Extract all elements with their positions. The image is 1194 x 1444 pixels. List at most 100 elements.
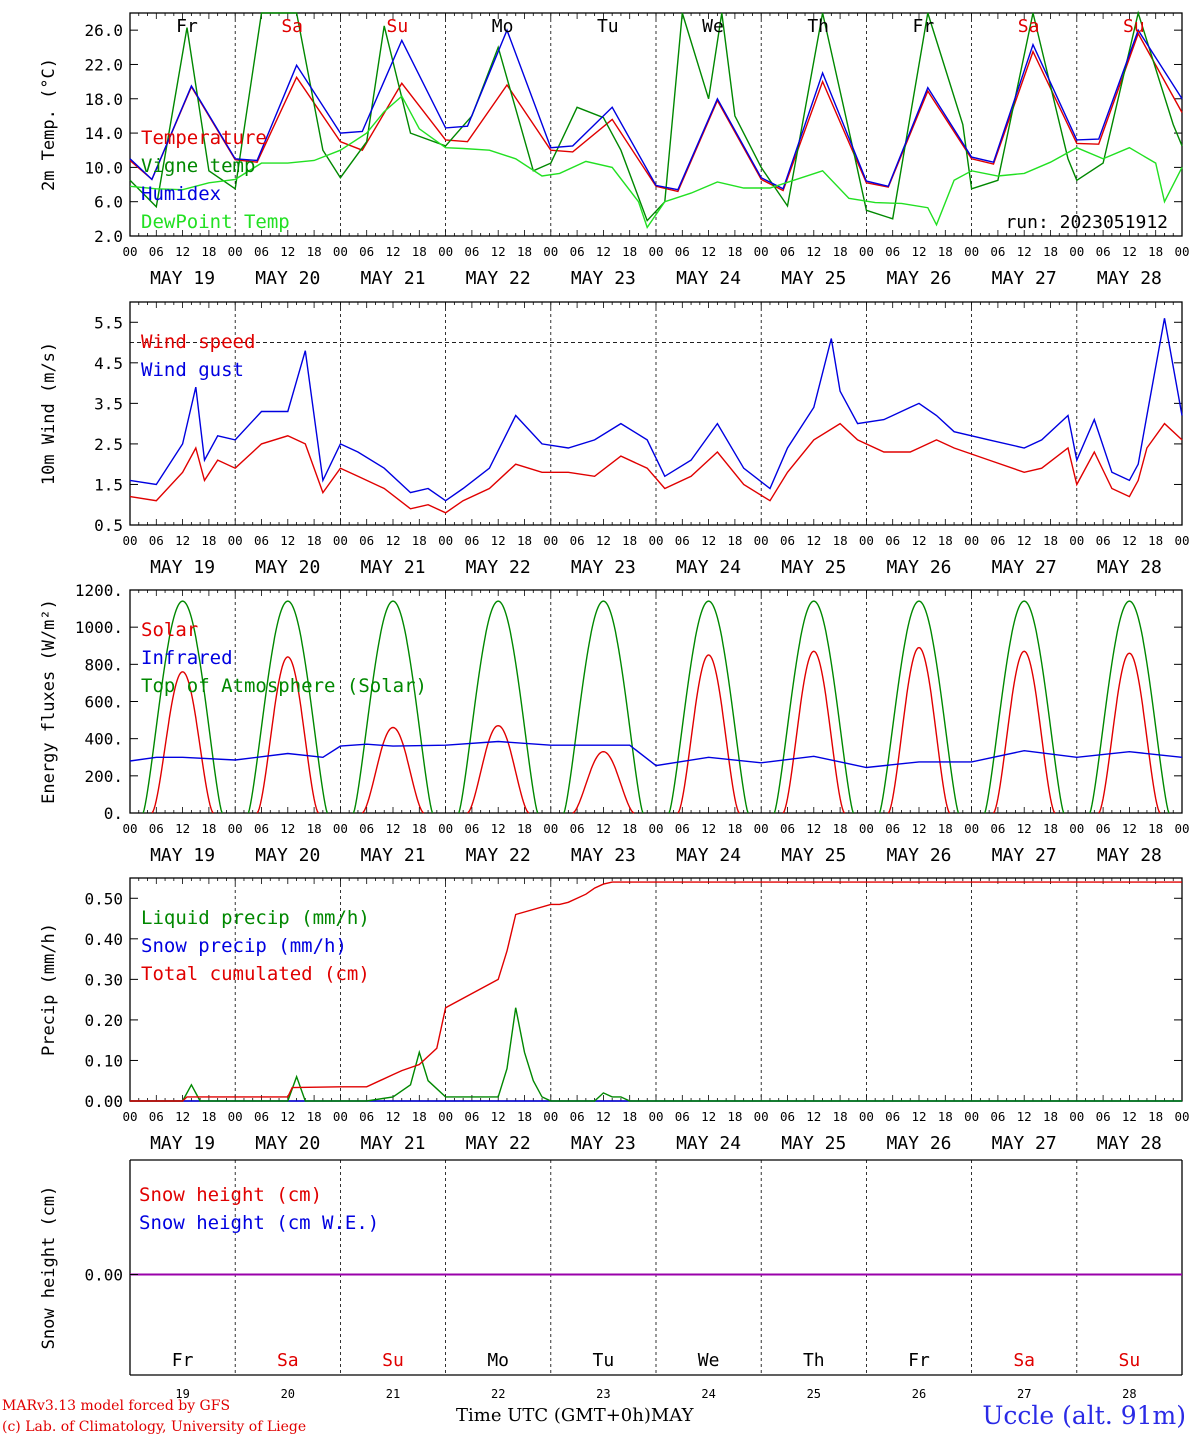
legend-total-cumulated-cm: Total cumulated (cm) xyxy=(141,963,370,985)
hour-tick-label: 06 xyxy=(570,821,585,836)
hour-tick-label: 12 xyxy=(596,821,611,836)
hour-tick-label: 12 xyxy=(280,1109,295,1124)
day-number: 24 xyxy=(701,1387,715,1401)
day-number: 19 xyxy=(175,1387,189,1401)
hour-tick-label: 00 xyxy=(754,1109,769,1124)
series-temperature xyxy=(129,31,1183,193)
toa-solar-arc xyxy=(1089,600,1170,814)
time-axis-title: Time UTC (GMT+0h) xyxy=(456,1405,651,1426)
y-tick-label: 600. xyxy=(84,693,123,712)
hour-tick-label: 06 xyxy=(254,821,269,836)
hour-tick-label: 12 xyxy=(1122,533,1137,548)
hour-tick-label: 12 xyxy=(1017,1109,1032,1124)
hour-tick-label: 12 xyxy=(491,533,506,548)
hour-tick-label: 00 xyxy=(964,821,979,836)
hour-tick-label: 00 xyxy=(1069,1109,1084,1124)
day-name: Fr xyxy=(172,1350,194,1371)
date-label: MAY 22 xyxy=(466,557,531,578)
hour-tick-label: 00 xyxy=(648,1109,663,1124)
solar-arc xyxy=(467,724,530,814)
y-tick-label: 400. xyxy=(84,730,123,749)
hour-tick-label: 12 xyxy=(911,1109,926,1124)
hour-tick-label: 00 xyxy=(438,244,453,259)
day-number: 25 xyxy=(807,1387,821,1401)
credit-line-1: MARv3.13 model forced by GFS xyxy=(2,1398,231,1414)
day-name: Tu xyxy=(593,1350,615,1371)
hour-tick-label: 00 xyxy=(543,1109,558,1124)
hour-tick-label: 12 xyxy=(175,533,190,548)
toa-solar-arc xyxy=(142,600,223,814)
hour-tick-label: 18 xyxy=(938,533,953,548)
y-tick-label: 0.5 xyxy=(94,516,123,535)
hour-tick-label: 12 xyxy=(596,1109,611,1124)
toa-solar-arc xyxy=(563,600,644,814)
hour-tick-label: 00 xyxy=(859,821,874,836)
hour-tick-label: 12 xyxy=(701,821,716,836)
solar-arc xyxy=(992,650,1056,814)
hour-tick-label: 00 xyxy=(1069,821,1084,836)
date-label: MAY 25 xyxy=(781,268,846,289)
hour-tick-label: 06 xyxy=(570,533,585,548)
hour-tick-label: 18 xyxy=(412,821,427,836)
hour-tick-label: 00 xyxy=(1069,244,1084,259)
y-tick-label: 1200. xyxy=(75,581,123,600)
legend-snow-height-cm: Snow height (cm) xyxy=(139,1184,322,1206)
run-label: run: 2023051912 xyxy=(1005,212,1168,233)
toa-solar-arc xyxy=(878,600,960,814)
date-label: MAY 19 xyxy=(150,1133,215,1154)
hour-tick-label: 06 xyxy=(885,1109,900,1124)
day-name: Su xyxy=(1123,16,1145,37)
toa-solar-arc xyxy=(352,600,434,814)
hour-tick-label: 06 xyxy=(149,244,164,259)
hour-tick-label: 06 xyxy=(254,1109,269,1124)
hour-tick-label: 18 xyxy=(517,1109,532,1124)
hour-tick-label: 06 xyxy=(990,533,1005,548)
hour-tick-label: 06 xyxy=(780,1109,795,1124)
solar-arc xyxy=(151,671,214,814)
solar-arc xyxy=(1098,652,1161,814)
day-number: 28 xyxy=(1122,1387,1136,1401)
hour-tick-label: 12 xyxy=(1017,244,1032,259)
hour-tick-label: 18 xyxy=(622,244,637,259)
date-label: MAY 19 xyxy=(150,845,215,866)
y-tick-label: 0.20 xyxy=(84,1011,123,1030)
hour-tick-label: 18 xyxy=(1043,533,1058,548)
date-label: MAY 21 xyxy=(360,1133,425,1154)
hour-tick-label: 12 xyxy=(1122,244,1137,259)
hour-tick-label: 18 xyxy=(1148,821,1163,836)
hour-tick-label: 18 xyxy=(517,533,532,548)
hour-tick-label: 00 xyxy=(859,1109,874,1124)
hour-tick-label: 18 xyxy=(412,533,427,548)
hour-tick-label: 12 xyxy=(385,244,400,259)
hour-tick-label: 06 xyxy=(1096,821,1111,836)
series-wind-gust xyxy=(129,318,1183,502)
hour-tick-label: 06 xyxy=(675,821,690,836)
day-name: Th xyxy=(803,1350,825,1371)
station-label: Uccle (alt. 91m) xyxy=(982,1401,1186,1430)
hour-tick-label: 18 xyxy=(727,821,742,836)
legend-infrared: Infrared xyxy=(141,647,233,669)
hour-tick-label: 12 xyxy=(280,821,295,836)
y-tick-label: 22.0 xyxy=(84,55,123,74)
hour-tick-label: 12 xyxy=(701,533,716,548)
series-infrared xyxy=(129,740,1183,769)
solar-arc xyxy=(256,656,320,814)
y-tick-label: 1000. xyxy=(75,618,123,637)
y-tick-label: 0.00 xyxy=(84,1266,123,1285)
panel-4 xyxy=(129,877,1183,1102)
hour-tick-label: 12 xyxy=(1017,821,1032,836)
hour-tick-label: 12 xyxy=(491,1109,506,1124)
hour-tick-label: 06 xyxy=(570,1109,585,1124)
hour-tick-label: 12 xyxy=(175,244,190,259)
solar-arc xyxy=(887,646,951,814)
hour-tick-label: 18 xyxy=(727,1109,742,1124)
hour-tick-label: 06 xyxy=(675,533,690,548)
hour-tick-label: 12 xyxy=(280,244,295,259)
day-name: Fr xyxy=(913,16,935,37)
legend-dewpoint-temp: DewPoint Temp xyxy=(141,211,290,233)
legend-temperature: Temperature xyxy=(141,127,267,149)
day-number: 23 xyxy=(596,1387,610,1401)
solar-arc xyxy=(677,654,740,814)
hour-tick-label: 18 xyxy=(307,244,322,259)
